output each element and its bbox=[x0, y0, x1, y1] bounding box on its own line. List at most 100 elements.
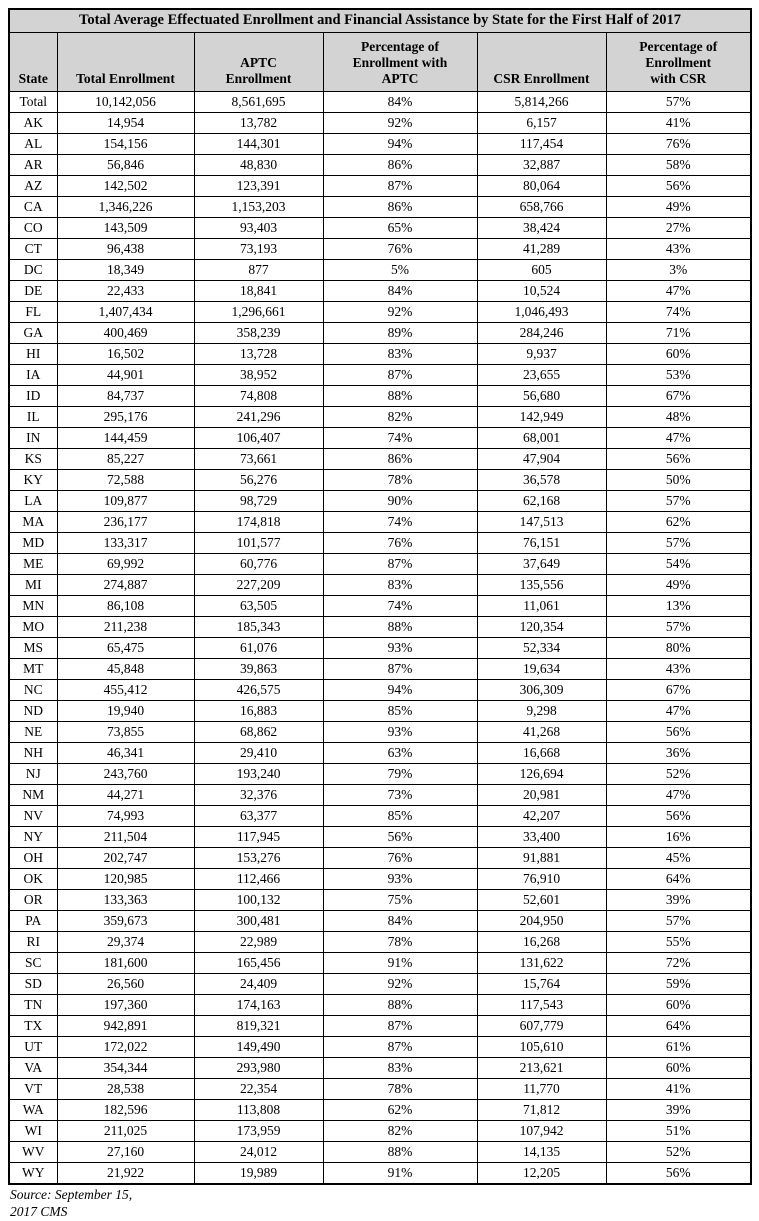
value-cell: 455,412 bbox=[56, 678, 195, 701]
state-cell: TX bbox=[8, 1014, 58, 1037]
value-cell: 19,634 bbox=[476, 657, 607, 680]
value-cell: 274,887 bbox=[56, 573, 195, 596]
value-cell: 76% bbox=[322, 531, 478, 554]
value-cell: 144,459 bbox=[56, 426, 195, 449]
table-row: NH 46,341 29,410 63% 16,668 36% bbox=[8, 741, 752, 764]
value-cell: 131,622 bbox=[476, 951, 607, 974]
table-row: MN 86,108 63,505 74% 11,061 13% bbox=[8, 594, 752, 617]
value-cell: 91,881 bbox=[476, 846, 607, 869]
value-cell: 62% bbox=[322, 1098, 478, 1121]
table-title: Total Average Effectuated Enrollment and… bbox=[8, 8, 752, 33]
value-cell: 105,610 bbox=[476, 1035, 607, 1058]
value-cell: 3% bbox=[605, 258, 752, 281]
value-cell: 60,776 bbox=[193, 552, 324, 575]
state-cell: MS bbox=[8, 636, 58, 659]
state-cell: UT bbox=[8, 1035, 58, 1058]
value-cell: 120,354 bbox=[476, 615, 607, 638]
table-row: OR 133,363 100,132 75% 52,601 39% bbox=[8, 888, 752, 911]
table-row: IA 44,901 38,952 87% 23,655 53% bbox=[8, 363, 752, 386]
value-cell: 79% bbox=[322, 762, 478, 785]
state-cell: NM bbox=[8, 783, 58, 806]
value-cell: 15,764 bbox=[476, 972, 607, 995]
table-row: WI 211,025 173,959 82% 107,942 51% bbox=[8, 1119, 752, 1142]
value-cell: 80,064 bbox=[476, 174, 607, 197]
value-cell: 19,940 bbox=[56, 699, 195, 722]
value-cell: 56% bbox=[605, 720, 752, 743]
state-cell: SD bbox=[8, 972, 58, 995]
value-cell: 144,301 bbox=[193, 132, 324, 155]
value-cell: 63,505 bbox=[193, 594, 324, 617]
value-cell: 295,176 bbox=[56, 405, 195, 428]
value-cell: 52% bbox=[605, 762, 752, 785]
value-cell: 68,001 bbox=[476, 426, 607, 449]
state-cell: CT bbox=[8, 237, 58, 260]
table-row: TN 197,360 174,163 88% 117,543 60% bbox=[8, 993, 752, 1016]
value-cell: 400,469 bbox=[56, 321, 195, 344]
table-row: UT 172,022 149,490 87% 105,610 61% bbox=[8, 1035, 752, 1058]
value-cell: 13,728 bbox=[193, 342, 324, 365]
value-cell: 65,475 bbox=[56, 636, 195, 659]
value-cell: 243,760 bbox=[56, 762, 195, 785]
value-cell: 82% bbox=[322, 405, 478, 428]
table-row: NC 455,412 426,575 94% 306,309 67% bbox=[8, 678, 752, 701]
value-cell: 32,887 bbox=[476, 153, 607, 176]
value-cell: 942,891 bbox=[56, 1014, 195, 1037]
value-cell: 72,588 bbox=[56, 468, 195, 491]
value-cell: 59% bbox=[605, 972, 752, 995]
value-cell: 50% bbox=[605, 468, 752, 491]
state-cell: VA bbox=[8, 1056, 58, 1079]
table-row: NJ 243,760 193,240 79% 126,694 52% bbox=[8, 762, 752, 785]
value-cell: 61% bbox=[605, 1035, 752, 1058]
value-cell: 75% bbox=[322, 888, 478, 911]
column-header-csr-enrollment: CSR Enrollment bbox=[476, 31, 607, 92]
value-cell: 85% bbox=[322, 804, 478, 827]
state-cell: OH bbox=[8, 846, 58, 869]
value-cell: 21,922 bbox=[56, 1161, 195, 1185]
table-row: VA 354,344 293,980 83% 213,621 60% bbox=[8, 1056, 752, 1079]
column-header-pct-aptc: Percentage of Enrollment with APTC bbox=[322, 31, 478, 92]
value-cell: 67% bbox=[605, 384, 752, 407]
state-cell: AZ bbox=[8, 174, 58, 197]
value-cell: 76% bbox=[322, 846, 478, 869]
value-cell: 78% bbox=[322, 468, 478, 491]
value-cell: 73,661 bbox=[193, 447, 324, 470]
value-cell: 63% bbox=[322, 741, 478, 764]
value-cell: 18,349 bbox=[56, 258, 195, 281]
value-cell: 76,151 bbox=[476, 531, 607, 554]
value-cell: 58% bbox=[605, 153, 752, 176]
value-cell: 78% bbox=[322, 1077, 478, 1100]
value-cell: 117,543 bbox=[476, 993, 607, 1016]
value-cell: 69,992 bbox=[56, 552, 195, 575]
value-cell: 43% bbox=[605, 657, 752, 680]
value-cell: 54% bbox=[605, 552, 752, 575]
value-cell: 8,561,695 bbox=[193, 90, 324, 113]
value-cell: 6,157 bbox=[476, 111, 607, 134]
value-cell: 94% bbox=[322, 132, 478, 155]
value-cell: 306,309 bbox=[476, 678, 607, 701]
table-row: AL 154,156 144,301 94% 117,454 76% bbox=[8, 132, 752, 155]
value-cell: 1,046,493 bbox=[476, 300, 607, 323]
value-cell: 41% bbox=[605, 1077, 752, 1100]
column-header-pct-csr: Percentage of Enrollment with CSR bbox=[605, 31, 752, 92]
value-cell: 48% bbox=[605, 405, 752, 428]
value-cell: 41,289 bbox=[476, 237, 607, 260]
state-cell: ME bbox=[8, 552, 58, 575]
value-cell: 47% bbox=[605, 783, 752, 806]
value-cell: 74,993 bbox=[56, 804, 195, 827]
value-cell: 42,207 bbox=[476, 804, 607, 827]
state-cell: IL bbox=[8, 405, 58, 428]
value-cell: 174,818 bbox=[193, 510, 324, 533]
state-cell: ND bbox=[8, 699, 58, 722]
state-cell: FL bbox=[8, 300, 58, 323]
table-row: MD 133,317 101,577 76% 76,151 57% bbox=[8, 531, 752, 554]
value-cell: 88% bbox=[322, 615, 478, 638]
value-cell: 14,954 bbox=[56, 111, 195, 134]
state-cell: CO bbox=[8, 216, 58, 239]
state-cell: IA bbox=[8, 363, 58, 386]
value-cell: 9,298 bbox=[476, 699, 607, 722]
value-cell: 120,985 bbox=[56, 867, 195, 890]
state-cell: Total bbox=[8, 90, 58, 113]
value-cell: 76,910 bbox=[476, 867, 607, 890]
value-cell: 28,538 bbox=[56, 1077, 195, 1100]
value-cell: 300,481 bbox=[193, 909, 324, 932]
